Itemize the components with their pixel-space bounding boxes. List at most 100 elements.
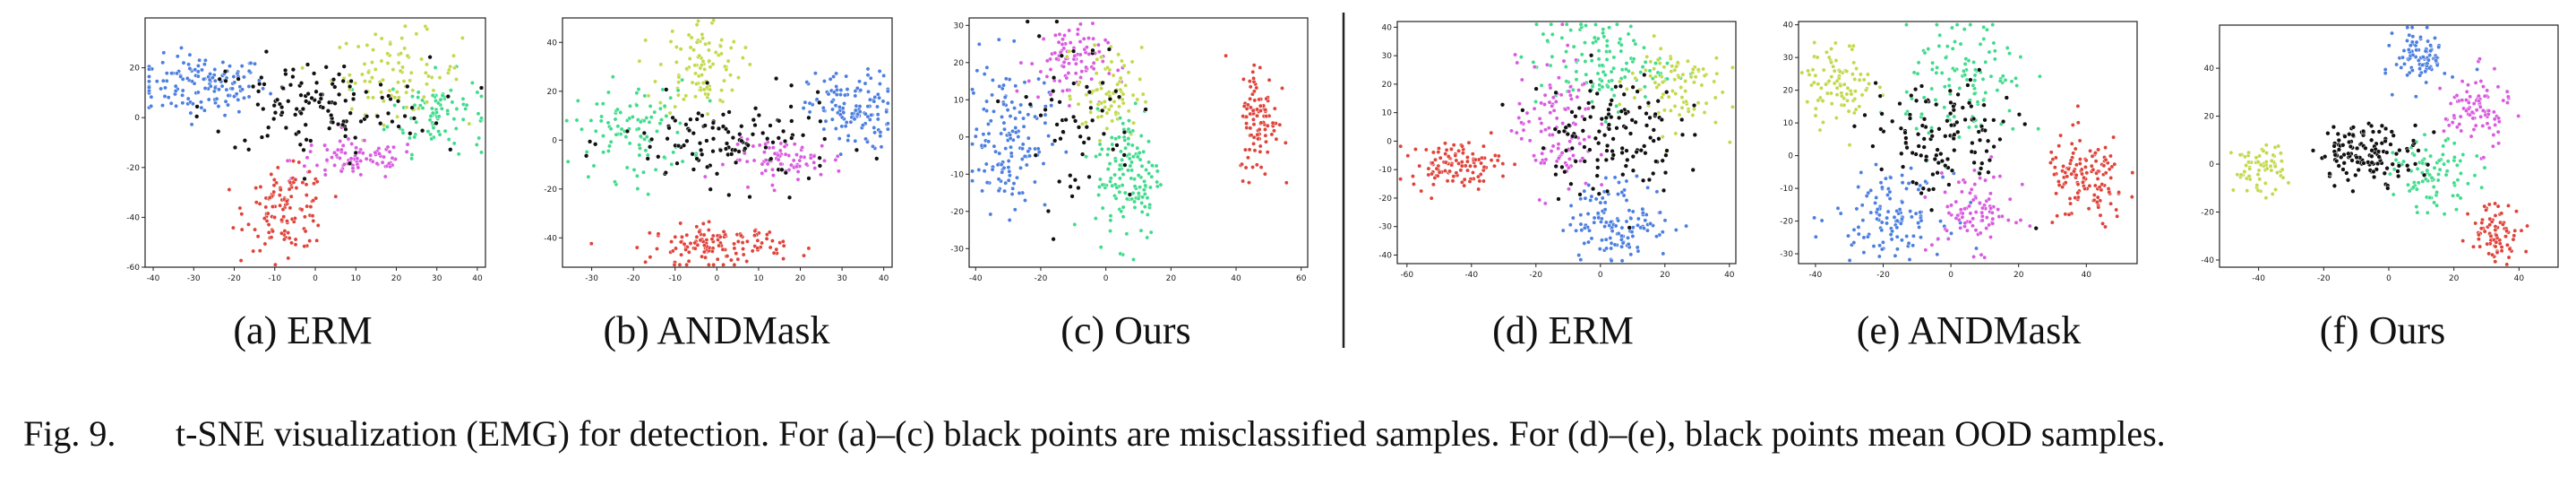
scatter-point-black (2339, 154, 2344, 160)
scatter-point-blue (985, 121, 991, 126)
scatter-point-black (773, 75, 779, 82)
scatter-point-red (2494, 233, 2499, 238)
scatter-point-blue (1617, 180, 1621, 185)
scatter-point-green (1149, 174, 1155, 179)
scatter-point-green (1108, 213, 1113, 219)
scatter-point-yellow (1859, 92, 1865, 98)
scatter-point-black (1086, 90, 1093, 95)
scatter-point-green (1934, 70, 1939, 75)
scatter-point-blue (1874, 162, 1878, 167)
scatter-point-red (2054, 191, 2059, 196)
scatter-point-blue (835, 87, 839, 92)
scatter-point-green (1607, 48, 1612, 54)
scatter-point-yellow (2279, 159, 2284, 164)
scatter-point-black (698, 147, 704, 153)
scatter-point-black (1559, 164, 1565, 170)
scatter-point-blue (990, 167, 995, 172)
scatter-point-magenta (822, 158, 827, 163)
scatter-point-magenta (769, 183, 775, 188)
scatter-point-red (734, 251, 739, 256)
scatter-point-yellow (404, 90, 409, 95)
x-tick-label: -30 (585, 274, 598, 283)
scatter-point-yellow (1817, 127, 1823, 133)
scatter-point-black (427, 55, 433, 60)
scatter-point-black (789, 118, 794, 124)
scatter-point-magenta (1091, 60, 1096, 65)
scatter-point-red (333, 194, 339, 199)
scatter-point-blue (1888, 232, 1893, 238)
scatter-point-blue (1603, 237, 1609, 242)
scatter-point-green (655, 128, 659, 134)
scatter-point-magenta (778, 141, 784, 146)
scatter-point-red (1460, 143, 1464, 149)
scatter-point-yellow (718, 51, 724, 56)
scatter-point-red (752, 233, 757, 238)
scatter-point-blue (1860, 218, 1866, 223)
scatter-point-black (1049, 97, 1054, 102)
scatter-point-black (1644, 110, 1649, 117)
scatter-point-red (2075, 103, 2081, 108)
scatter-point-black (405, 83, 410, 90)
scatter-point-yellow (1110, 118, 1115, 124)
scatter-point-red (310, 213, 315, 219)
scatter-point-blue (837, 136, 842, 142)
scatter-point-blue (180, 92, 185, 98)
scatter-point-blue (970, 169, 975, 174)
scatter-point-black (313, 80, 320, 85)
scatter-point-blue (984, 99, 990, 104)
scatter-point-magenta (374, 160, 380, 166)
scatter-point-red (656, 231, 661, 237)
scatter-point-green (410, 94, 415, 100)
scatter-point-yellow (1720, 90, 1725, 95)
scatter-point-black (708, 186, 713, 192)
scatter-point-black (1616, 115, 1622, 121)
scatter-point-blue (877, 95, 882, 100)
scatter-point-green (1922, 50, 1928, 56)
scatter-point-yellow (700, 36, 706, 41)
scatter-point-green (1624, 66, 1628, 72)
scatter-point-green (1130, 154, 1136, 160)
scatter-point-red (281, 214, 287, 220)
scatter-point-yellow (1820, 99, 1825, 103)
scatter-point-blue (201, 76, 206, 82)
scatter-point-magenta (2468, 112, 2472, 117)
scatter-point-red (2084, 170, 2090, 176)
x-tick-label: 20 (1660, 271, 1670, 280)
scatter-point-green (1962, 73, 1968, 78)
scatter-point-yellow (1109, 59, 1114, 65)
scatter-point-green (2460, 152, 2466, 157)
scatter-point-yellow (1088, 100, 1094, 105)
x-tick-label: 20 (2014, 271, 2024, 280)
scatter-point-black (1659, 117, 1664, 123)
scatter-point-green (1138, 228, 1144, 233)
scatter-point-yellow (1103, 91, 1109, 97)
scatter-point-magenta (2466, 82, 2470, 88)
scatter-point-red (1251, 134, 1257, 140)
scatter-point-blue (973, 134, 978, 139)
scatter-point-blue (980, 188, 985, 194)
scatter-point-magenta (1563, 107, 1568, 112)
scatter-point-blue (837, 92, 843, 98)
scatter-point-green (1127, 118, 1131, 124)
scatter-point-green (1144, 168, 1149, 172)
scatter-point-magenta (820, 143, 825, 149)
scatter-point-magenta (1970, 223, 1975, 229)
scatter-point-magenta (782, 144, 787, 149)
scatter-point-red (271, 189, 277, 195)
scatter-point-magenta (2457, 122, 2462, 127)
scatter-point-magenta (798, 154, 803, 160)
scatter-point-black (1913, 181, 1919, 186)
scatter-point-blue (829, 100, 835, 105)
scatter-point-black (1568, 181, 1574, 186)
scatter-point-red (2112, 161, 2117, 167)
scatter-point-black (2389, 129, 2394, 134)
scatter-point-yellow (2246, 160, 2251, 165)
scatter-point-blue (880, 99, 886, 104)
scatter-point-blue (1619, 258, 1625, 264)
scatter-point-yellow (1097, 138, 1103, 143)
scatter-point-yellow (1829, 74, 1834, 80)
scatter-point-black (1107, 96, 1113, 102)
scatter-point-red (715, 256, 720, 262)
scatter-point-black (257, 81, 262, 87)
scatter-point-red (227, 187, 232, 192)
